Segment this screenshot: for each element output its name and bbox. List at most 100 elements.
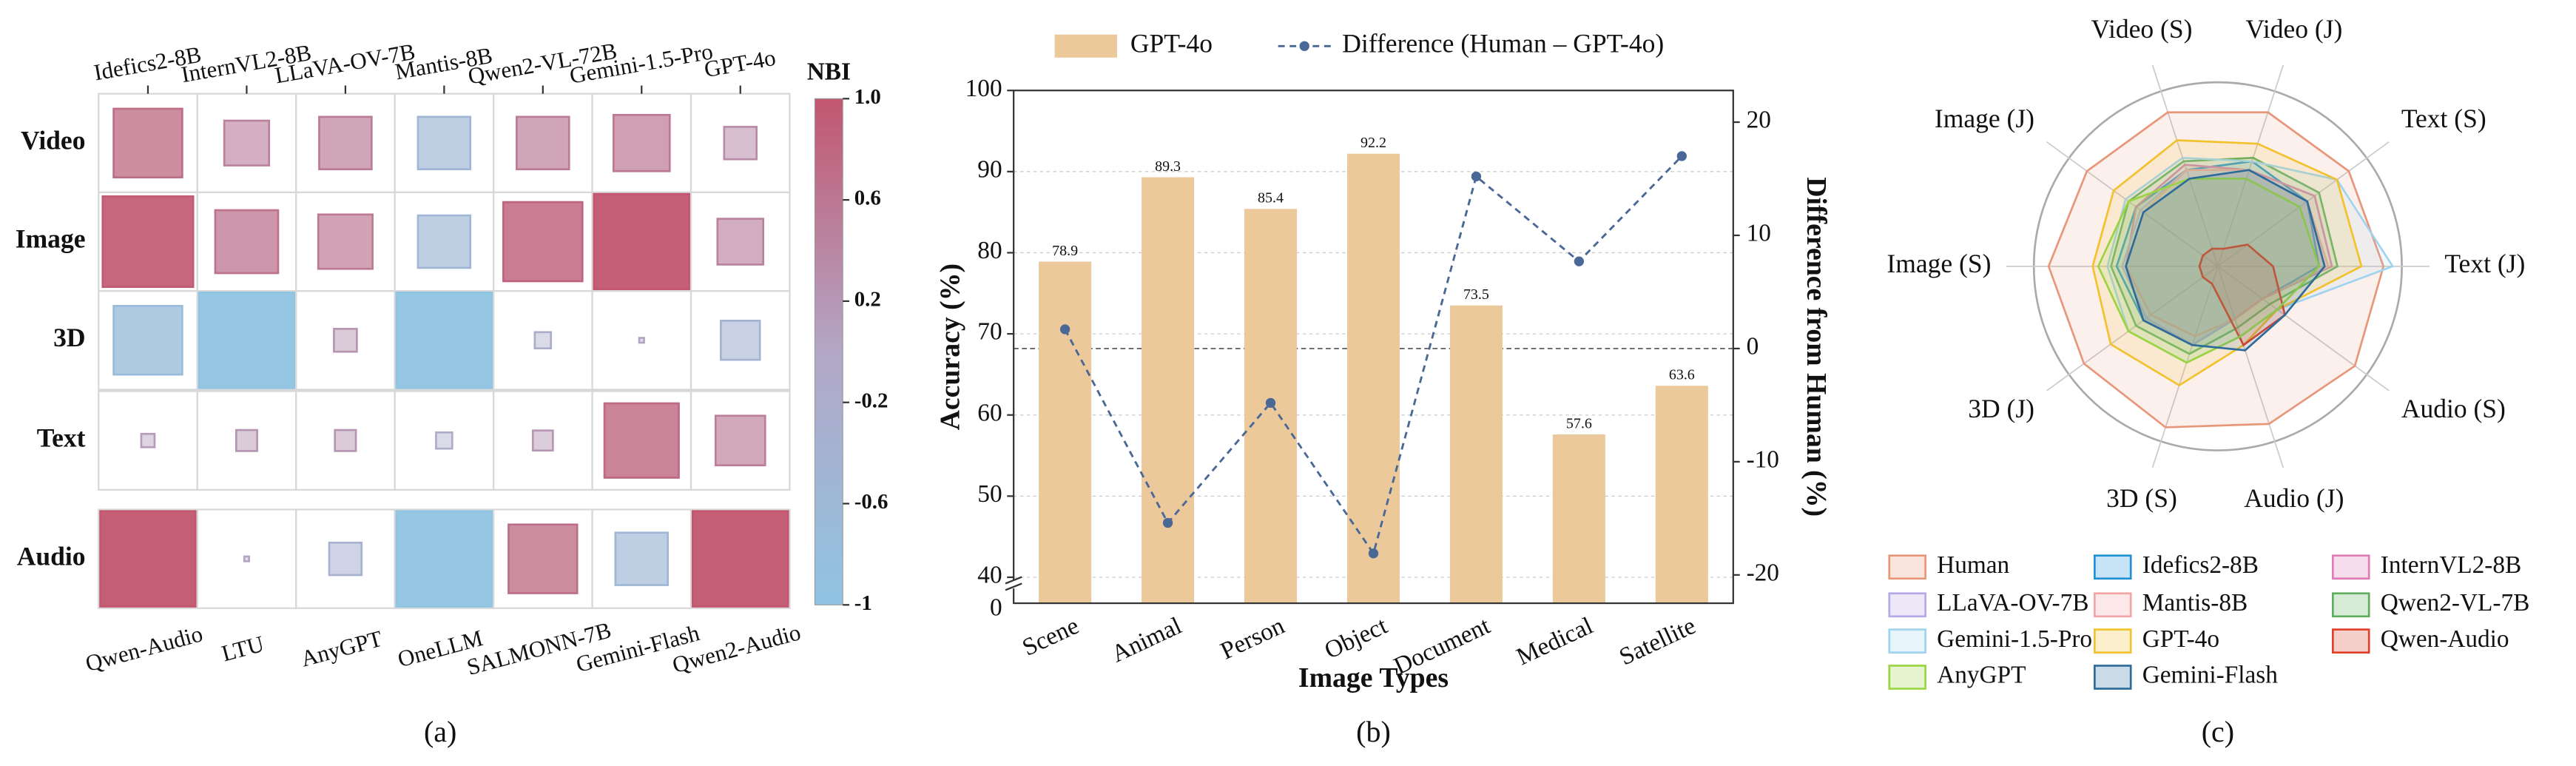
radar-series	[2097, 178, 2321, 364]
radar-axis-label: Image (S)	[1887, 249, 1991, 278]
legend-label: LLaVA-OV-7B	[1937, 589, 2088, 617]
y-tick-label: 100	[965, 75, 1002, 102]
legend-label: Idefics2-8B	[2142, 551, 2259, 579]
legend-label: AnyGPT	[1937, 662, 2026, 689]
y2-axis-title: Difference from Human (%)	[1801, 177, 1832, 517]
legend-swatch	[1888, 665, 1926, 690]
line-marker	[1368, 548, 1379, 559]
legend-label: GPT-4o	[1130, 28, 1213, 58]
bar	[1449, 305, 1503, 604]
heat-square	[235, 429, 258, 452]
column-label-bottom: LTU	[219, 631, 267, 667]
bar-value-label: 63.6	[1669, 367, 1695, 383]
y-tick-label: 40	[977, 562, 1002, 589]
heat-square	[531, 429, 554, 452]
x-tick-label: Medical	[1512, 612, 1597, 671]
legend-label: Gemini-1.5-Pro	[1937, 625, 2092, 653]
heat-square	[612, 113, 671, 172]
y2-tick-label: 10	[1747, 220, 1771, 247]
bar-value-label: 92.2	[1361, 135, 1386, 151]
x-axis-title: Image Types	[1298, 662, 1449, 693]
heat-square	[223, 119, 271, 167]
heat-square	[417, 214, 472, 269]
bar	[1039, 261, 1092, 604]
colorbar	[814, 98, 843, 605]
bar-value-label: 85.4	[1258, 190, 1284, 206]
legend-label: Gemini-Flash	[2142, 662, 2278, 689]
bar	[1142, 177, 1195, 604]
plot-frame	[1013, 90, 1734, 605]
radar-spoke	[2046, 141, 2219, 267]
radar-axis-label: Text (S)	[2401, 104, 2486, 133]
legend-label: Mantis-8B	[2142, 589, 2248, 617]
heat-square	[692, 510, 789, 608]
bar-value-label: 73.5	[1463, 286, 1489, 303]
row-label: Image	[16, 224, 86, 254]
radar-spoke	[2217, 266, 2390, 392]
row-label: Text	[37, 423, 86, 452]
radar-spoke	[2217, 266, 2285, 468]
legend-label: Human	[1937, 551, 2009, 579]
heat-square	[720, 320, 761, 361]
legend-label: Qwen2-VL-7B	[2381, 589, 2530, 617]
line-marker	[1574, 256, 1585, 266]
line-marker	[1265, 397, 1276, 409]
y-axis-title: Accuracy (%)	[935, 263, 966, 430]
panel-label: (a)	[424, 715, 456, 748]
line-marker	[1676, 151, 1687, 161]
row-label: Video	[21, 125, 85, 155]
heat-square	[593, 192, 691, 291]
y-tick-label: 50	[977, 480, 1002, 508]
radar-axis-label: 3D (J)	[1968, 394, 2034, 423]
heat-square	[395, 510, 493, 608]
legend-swatch	[1888, 592, 1926, 618]
heat-square	[112, 305, 183, 376]
axis-break	[1005, 576, 1022, 585]
bar	[1552, 434, 1605, 604]
heat-square	[714, 414, 766, 467]
heat-square	[614, 531, 670, 586]
line-marker	[1471, 171, 1482, 182]
y2-tick-label: -20	[1747, 559, 1779, 586]
x-tick-label: Animal	[1107, 612, 1186, 668]
heat-square	[318, 115, 373, 171]
x-tick-label: Satellite	[1615, 612, 1700, 671]
heat-square	[417, 115, 472, 171]
y-tick-label: 70	[977, 318, 1002, 346]
legend-swatch	[2332, 628, 2370, 654]
legend-swatch	[2332, 554, 2370, 580]
panel-label: (b)	[1356, 715, 1391, 748]
bar	[1655, 386, 1708, 604]
heat-square	[112, 107, 183, 178]
y2-tick-label: -10	[1747, 446, 1779, 474]
legend-label: Qwen-Audio	[2381, 625, 2509, 653]
axis-break-label: 0	[990, 594, 1002, 622]
y-tick-label: 60	[977, 399, 1002, 426]
panel-label: (c)	[2202, 715, 2234, 748]
colorbar-tick-label: -1	[854, 591, 872, 615]
heat-square	[533, 331, 553, 350]
cell-frame	[689, 390, 791, 491]
heat-square	[243, 555, 250, 562]
column-label-bottom: Qwen-Audio	[83, 620, 206, 676]
axis-break-gap	[1003, 579, 1024, 589]
heat-square	[508, 523, 579, 594]
bar	[1346, 153, 1400, 604]
heat-square	[716, 218, 764, 266]
radar-series	[2125, 169, 2326, 352]
heat-square	[502, 201, 584, 283]
y2-tick-label: 0	[1747, 333, 1759, 360]
colorbar-tick-label: 0.2	[854, 288, 881, 312]
heat-square	[214, 209, 280, 275]
radar-series	[2110, 156, 2339, 355]
heat-square	[603, 402, 680, 479]
radar-axis-label: Video (J)	[2245, 14, 2342, 44]
colorbar-label: NBI	[807, 58, 851, 86]
radar-spoke	[2046, 266, 2219, 392]
legend-swatch	[1299, 41, 1309, 51]
heat-square	[638, 337, 645, 344]
cell-frame	[689, 508, 791, 609]
legend-swatch	[1054, 34, 1118, 58]
